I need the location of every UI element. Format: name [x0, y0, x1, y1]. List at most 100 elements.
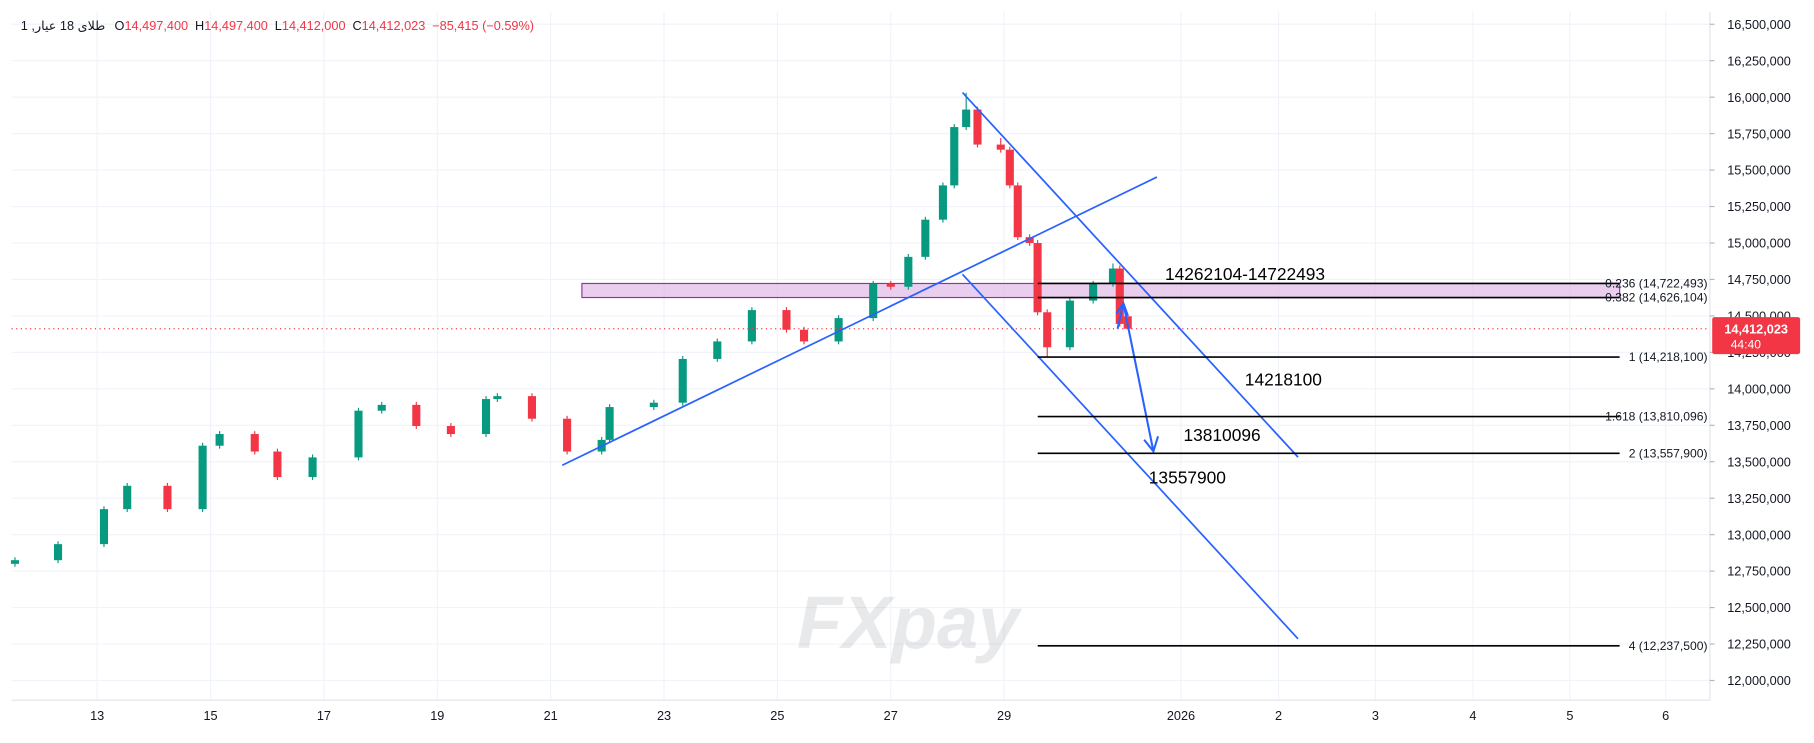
x-tick-label: 13 — [90, 708, 104, 723]
ohlc-label: H — [195, 18, 204, 33]
y-tick-label: 16,000,000 — [1727, 90, 1791, 105]
candle-body — [869, 283, 878, 319]
candle-body — [250, 434, 259, 452]
fib-levels: 0.236 (14,722,493)0.382 (14,626,104) 1 (1… — [1037, 277, 1708, 653]
candle-body — [1108, 268, 1118, 284]
grid — [11, 11, 1710, 701]
candle-body — [973, 109, 982, 145]
y-tick-label: 15,000,000 — [1727, 236, 1791, 251]
fib-label: 1 (14,218,100) — [1629, 350, 1708, 364]
candle-body — [198, 445, 207, 510]
candle-body — [713, 341, 722, 359]
candle-body — [54, 544, 63, 561]
candle-body — [99, 509, 109, 545]
ohlc-value: 14,497,400 — [124, 18, 188, 33]
supply-zone — [581, 282, 1621, 299]
y-tick-label: 15,750,000 — [1727, 126, 1791, 141]
candle-body — [1013, 185, 1022, 238]
y-tick-label: 13,750,000 — [1727, 418, 1791, 433]
candle-body — [921, 219, 930, 257]
candle-body — [1033, 243, 1042, 313]
y-tick-label: 16,500,000 — [1727, 17, 1791, 32]
candle-body — [886, 283, 895, 287]
x-tick-label: 15 — [203, 708, 217, 723]
candle-body — [563, 418, 572, 452]
annotation: 14218100 — [1245, 369, 1322, 389]
candle-body — [904, 256, 913, 287]
candle-body — [446, 426, 455, 435]
candle-body — [1025, 237, 1034, 244]
candle-body — [273, 451, 282, 478]
y-tick-label: 12,500,000 — [1727, 600, 1791, 615]
y-tick-label: 14,000,000 — [1727, 381, 1791, 396]
x-tick-label: 2 — [1275, 708, 1282, 723]
candle-body — [1043, 312, 1052, 348]
candle-body — [938, 185, 947, 220]
x-tick-label: 25 — [770, 708, 784, 723]
x-tick-label: 6 — [1662, 708, 1669, 723]
candle-body — [950, 127, 959, 186]
fib-label: 0.236 (14,722,493) — [1605, 277, 1707, 291]
y-tick-label: 13,000,000 — [1727, 527, 1791, 542]
candle-body — [215, 434, 224, 446]
y-tick-label: 13,500,000 — [1727, 454, 1791, 469]
price-tag-box — [1712, 317, 1801, 355]
y-tick-label: 12,250,000 — [1727, 637, 1791, 652]
candle-body — [799, 329, 809, 342]
candle-body — [481, 399, 491, 435]
y-tick-label: 15,500,000 — [1727, 163, 1791, 178]
y-tick-label: 12,000,000 — [1727, 673, 1791, 688]
candle-body — [412, 404, 421, 427]
y-tick-label: 16,250,000 — [1727, 53, 1791, 68]
y-tick-label: 13,250,000 — [1727, 491, 1791, 506]
change: −85,415 (−0.59%) — [432, 18, 534, 33]
candle-body — [493, 396, 502, 400]
ohlc-label: C — [352, 18, 361, 33]
symbol: طلای 18 عیار, 1 — [21, 18, 105, 34]
channel-line — [961, 91, 1299, 458]
drawings — [561, 91, 1299, 640]
candle-body — [1065, 300, 1074, 348]
x-tick-label: 4 — [1469, 708, 1476, 723]
annotation: 13557900 — [1149, 468, 1226, 488]
candle-body — [782, 310, 791, 330]
y-tick-label: 15,250,000 — [1727, 199, 1791, 214]
price-tag-countdown: 44:40 — [1731, 337, 1762, 351]
arrow-head — [1115, 300, 1129, 317]
candle-body — [163, 485, 172, 510]
y-tick-label: 14,750,000 — [1727, 272, 1791, 287]
x-tick-label: 3 — [1372, 708, 1379, 723]
candle-body — [649, 402, 658, 408]
fib-label: 2 (13,557,900) — [1629, 446, 1708, 460]
candle-body — [10, 560, 20, 564]
annotation: 14262104-14722493 — [1165, 264, 1325, 284]
x-tick-label: 17 — [317, 708, 331, 723]
zone-layer — [581, 282, 1621, 299]
price-tag-price: 14,412,023 — [1724, 321, 1788, 336]
x-tick-label: 2026 — [1167, 708, 1195, 723]
legend-header: طلای 18 عیار, 1 O14,497,400 H14,497,400 L14… — [21, 18, 534, 34]
candle-body — [1089, 283, 1098, 301]
ohlc-value: 14,412,023 — [362, 18, 426, 33]
x-tick-label: 5 — [1566, 708, 1573, 723]
price-tag: 14,412,023 44:40 — [1712, 317, 1801, 355]
annotation: 13810096 — [1183, 425, 1260, 445]
channel-line — [961, 273, 1299, 640]
watermark: FXpay — [797, 581, 1023, 664]
candle-body — [308, 457, 317, 478]
ohlc-value: 14,412,000 — [282, 18, 346, 33]
ohlc-label: L — [275, 18, 282, 33]
ohlc-value: 14,497,400 — [204, 18, 268, 33]
candle-body — [354, 410, 363, 458]
candle-body — [605, 407, 614, 440]
x-tick-label: 23 — [657, 708, 671, 723]
candle-body — [1115, 268, 1124, 324]
candle-body — [527, 396, 536, 419]
candle-body — [678, 358, 687, 403]
candle-body — [996, 144, 1005, 150]
candle-body — [123, 485, 132, 510]
ohlc-label: O — [115, 18, 125, 33]
y-tick-label: 12,750,000 — [1727, 564, 1791, 579]
